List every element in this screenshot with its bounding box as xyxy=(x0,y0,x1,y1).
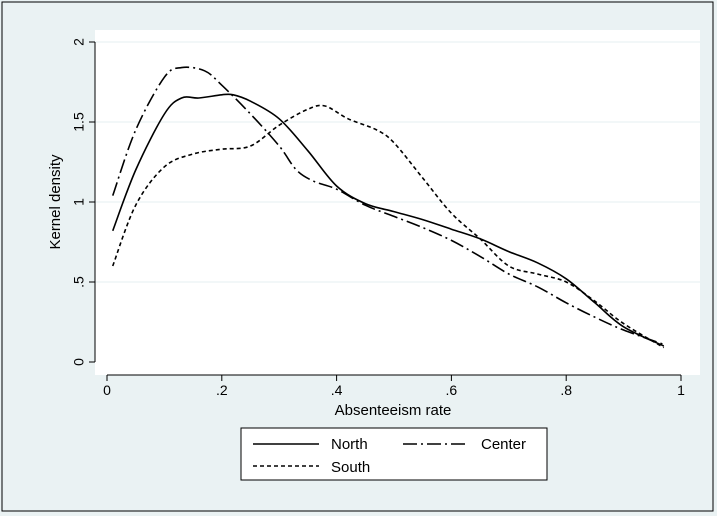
y-tick-label-2: 1 xyxy=(71,198,87,206)
y-tick-label-3: 1.5 xyxy=(71,112,87,132)
series-line-south xyxy=(111,104,665,349)
legend-label-center: Center xyxy=(481,436,526,453)
legend-label-south: South xyxy=(331,459,370,476)
x-tick-label-2: .4 xyxy=(331,382,343,398)
series-lines xyxy=(111,66,665,349)
y-tick-label-1: .5 xyxy=(71,276,87,288)
gridlines xyxy=(95,41,700,283)
legend-box xyxy=(240,427,548,481)
legend: North Center South xyxy=(240,427,548,481)
x-tick-label-4: .8 xyxy=(560,382,572,398)
series-line-center xyxy=(111,66,665,346)
y-axis-label: Kernel density xyxy=(47,154,64,250)
outer-frame xyxy=(1,1,714,512)
x-tick-label-1: .2 xyxy=(216,382,228,398)
x-tick-label-0: 0 xyxy=(103,382,111,398)
legend-label-north: North xyxy=(331,436,368,453)
y-tick-label-4: 2 xyxy=(71,38,87,46)
x-tick-label-5: 1 xyxy=(677,382,685,398)
x-axis-label: Absenteeism rate xyxy=(335,402,452,419)
x-tick-label-3: .6 xyxy=(446,382,458,398)
y-tick-label-0: 0 xyxy=(71,358,87,366)
axes: 0 .5 1 1.5 2 0 .2 .4 .6 .8 1 xyxy=(71,38,685,398)
